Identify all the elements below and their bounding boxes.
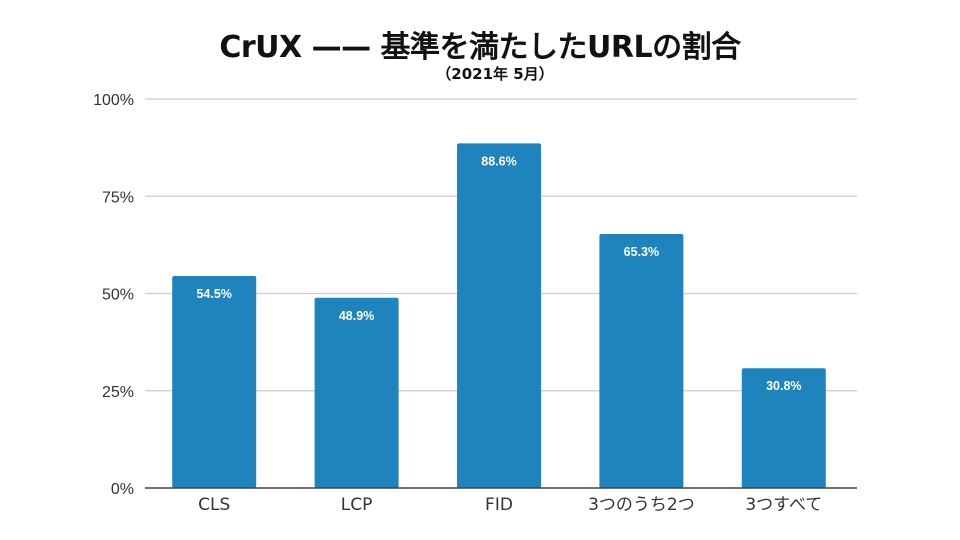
x-tick-label: 3つのうち2つ — [588, 495, 695, 515]
x-tick-label: FID — [485, 495, 513, 515]
x-axis-categories: CLS LCP FID 3つのうち2つ 3つすべて — [198, 495, 822, 515]
bar — [172, 275, 257, 488]
y-tick-label: 75% — [102, 189, 134, 206]
bar — [314, 297, 399, 488]
y-tick-label: 0% — [111, 481, 134, 498]
data-label: 65.3% — [624, 245, 659, 259]
chart-subtitle: （2021年 5月） — [436, 65, 554, 83]
x-tick-label: 3つすべて — [745, 495, 822, 515]
data-labels: 54.5% 48.9% 88.6% 65.3% 30.8% — [196, 154, 801, 393]
data-label: 30.8% — [766, 379, 801, 393]
bar — [741, 368, 826, 488]
bar — [457, 143, 541, 488]
data-label: 88.6% — [481, 154, 516, 168]
data-label: 48.9% — [339, 309, 374, 323]
x-tick-label: LCP — [341, 495, 373, 515]
y-tick-label: 100% — [93, 92, 134, 109]
y-tick-label: 50% — [102, 287, 134, 304]
x-tick-label: CLS — [198, 495, 230, 515]
bars — [172, 143, 826, 488]
data-label: 54.5% — [196, 287, 231, 301]
chart-title: CrUX —— 基準を満たしたURLの割合 — [219, 30, 741, 65]
bar — [599, 233, 684, 488]
y-tick-label: 25% — [102, 384, 134, 401]
y-axis-ticks: 0% 25% 50% 75% 100% — [93, 92, 134, 498]
